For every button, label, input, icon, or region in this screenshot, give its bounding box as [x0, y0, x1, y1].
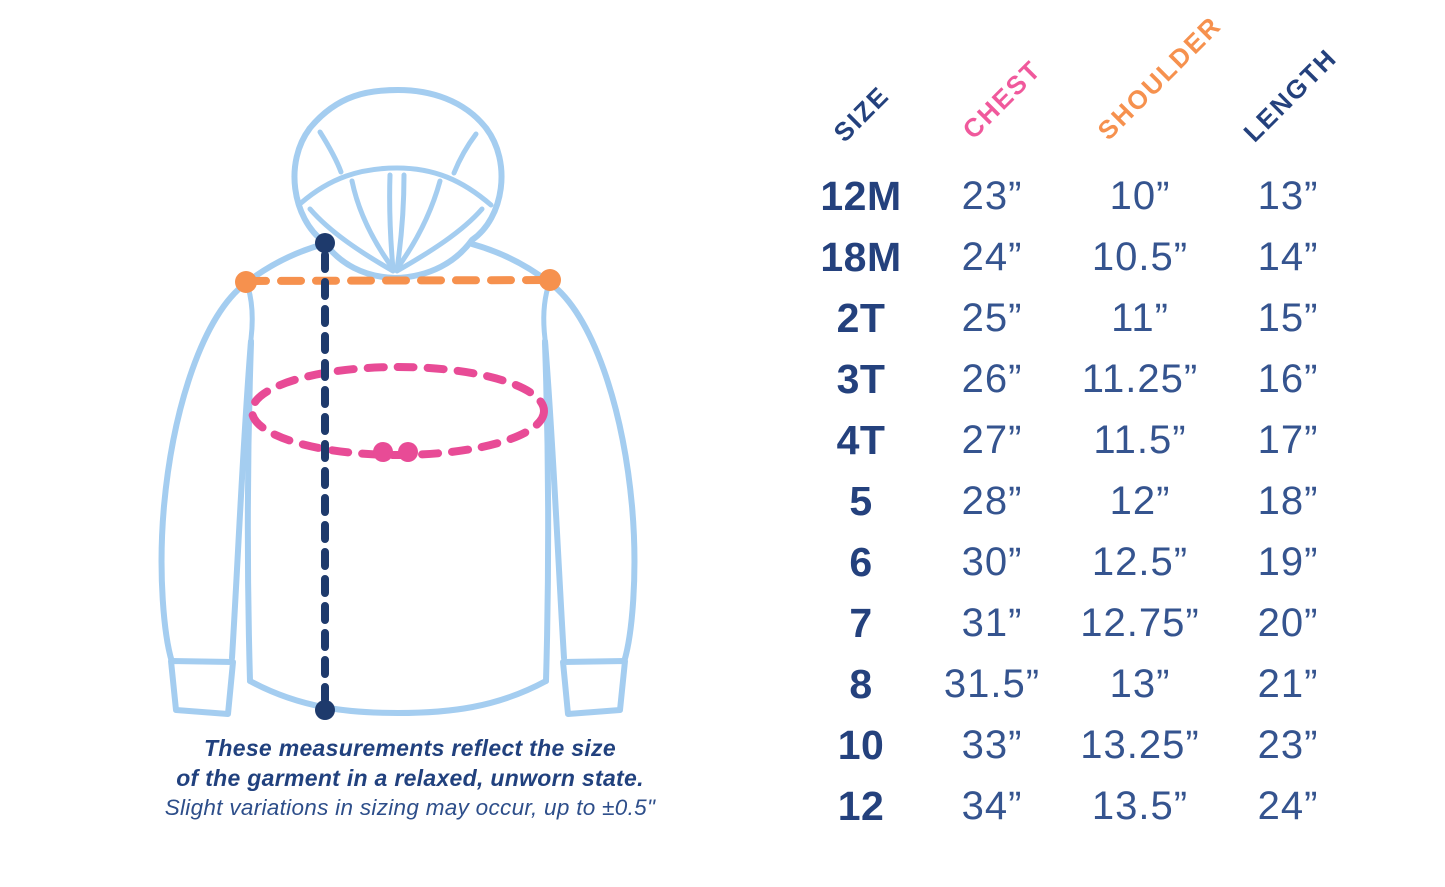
shoulder-cell: 13.25”	[1080, 723, 1200, 767]
chest-cell: 31.5”	[943, 662, 1041, 706]
body-right-side	[542, 340, 552, 684]
size-cell: 7	[849, 600, 873, 646]
chest-measure-ellipse	[248, 363, 548, 459]
left-armhole-seam	[245, 284, 255, 342]
table-row: 12M 23” 10” 13”	[790, 166, 1348, 227]
length-cell: 24”	[1257, 784, 1319, 828]
chest-cell: 23”	[961, 174, 1023, 218]
length-cell: 14”	[1257, 235, 1319, 279]
shoulder-cell: 13.5”	[1091, 784, 1189, 828]
size-table: 12M 23” 10” 13” 18M 24” 10.5” 14” 2T 25”…	[790, 166, 1348, 837]
body-left-side	[244, 340, 254, 684]
length-cell: 20”	[1257, 601, 1319, 645]
chest-measure-dot-1	[373, 442, 393, 462]
length-cell: 13”	[1257, 174, 1319, 218]
shoulder-cell: 11.25”	[1081, 357, 1199, 401]
shoulder-cell: 11.5”	[1093, 418, 1187, 462]
shoulder-measure-line	[242, 276, 554, 285]
right-armhole-seam	[541, 284, 551, 342]
right-cuff	[560, 658, 628, 717]
size-cell: 5	[849, 478, 873, 524]
size-cell: 18M	[820, 234, 902, 280]
column-header-chest: CHEST	[956, 54, 1048, 145]
chest-measure-dot-2	[398, 442, 418, 462]
size-cell: 12M	[820, 173, 902, 219]
shoulder-cell: 12.5”	[1091, 540, 1189, 584]
shoulder-measure-right-dot	[539, 269, 561, 291]
chest-cell: 24”	[961, 235, 1023, 279]
shoulder-cell: 10.5”	[1091, 235, 1189, 279]
table-row: 12 34” 13.5” 24”	[790, 776, 1348, 837]
left-cuff	[168, 658, 236, 717]
body-hem	[247, 678, 549, 716]
chest-cell: 30”	[961, 540, 1023, 584]
hoodie-body-outline	[158, 241, 638, 717]
length-measure-top-dot	[315, 233, 335, 253]
left-sleeve-outer	[158, 280, 249, 665]
chest-cell: 28”	[961, 479, 1023, 523]
chest-cell: 26”	[961, 357, 1023, 401]
length-cell: 18”	[1257, 479, 1319, 523]
size-cell: 10	[837, 722, 885, 768]
size-cell: 4T	[836, 417, 886, 463]
size-cell: 12	[837, 783, 885, 829]
length-cell: 21”	[1257, 662, 1319, 706]
diagram-caption: These measurements reflect the size of t…	[100, 733, 720, 793]
measurement-overlays	[235, 233, 561, 720]
hood	[291, 87, 505, 281]
table-row: 5 28” 12” 18”	[790, 471, 1348, 532]
size-cell: 6	[849, 539, 873, 585]
hood-fan-folds	[307, 172, 485, 274]
column-header-size: SIZE	[827, 79, 896, 148]
table-row: 10 33” 13.25” 23”	[790, 715, 1348, 776]
table-row: 6 30” 12.5” 19”	[790, 532, 1348, 593]
length-cell: 15”	[1257, 296, 1319, 340]
shoulder-measure-left-dot	[235, 271, 257, 293]
column-header-shoulder: SHOULDER	[1091, 10, 1228, 146]
hood-right-panel-seam	[451, 131, 479, 176]
chest-cell: 25”	[961, 296, 1023, 340]
length-cell: 23”	[1257, 723, 1319, 767]
shoulder-cell: 11”	[1111, 296, 1169, 340]
shoulder-cell: 12”	[1109, 479, 1171, 523]
length-cell: 16”	[1257, 357, 1319, 401]
shoulder-cell: 10”	[1109, 174, 1171, 218]
right-sleeve-outer	[547, 280, 638, 665]
table-row: 8 31.5” 13” 21”	[790, 654, 1348, 715]
chest-cell: 31”	[961, 601, 1023, 645]
length-cell: 17”	[1257, 418, 1319, 462]
size-cell: 2T	[836, 295, 886, 341]
table-row: 2T 25” 11” 15”	[790, 288, 1348, 349]
hood-opening-rim	[298, 165, 494, 208]
caption-line-2: of the garment in a relaxed, unworn stat…	[176, 765, 644, 791]
size-cell: 3T	[836, 356, 886, 402]
column-header-length: LENGTH	[1237, 42, 1343, 148]
length-cell: 19”	[1257, 540, 1319, 584]
table-row: 3T 26” 11.25” 16”	[790, 349, 1348, 410]
table-row: 4T 27” 11.5” 17”	[790, 410, 1348, 471]
hoodie-diagram	[158, 87, 638, 720]
chest-cell: 34”	[961, 784, 1023, 828]
chest-cell: 27”	[961, 418, 1023, 462]
shoulder-cell: 13”	[1109, 662, 1171, 706]
chest-cell: 33”	[961, 723, 1023, 767]
length-measure-bottom-dot	[315, 700, 335, 720]
table-row: 7 31” 12.75” 20”	[790, 593, 1348, 654]
diagram-caption-note: Slight variations in sizing may occur, u…	[164, 795, 656, 820]
caption-line-1: These measurements reflect the size	[204, 735, 616, 761]
table-row: 18M 24” 10.5” 14”	[790, 227, 1348, 288]
shoulder-cell: 12.75”	[1080, 601, 1200, 645]
hood-left-panel-seam	[317, 129, 344, 175]
size-cell: 8	[849, 661, 873, 707]
